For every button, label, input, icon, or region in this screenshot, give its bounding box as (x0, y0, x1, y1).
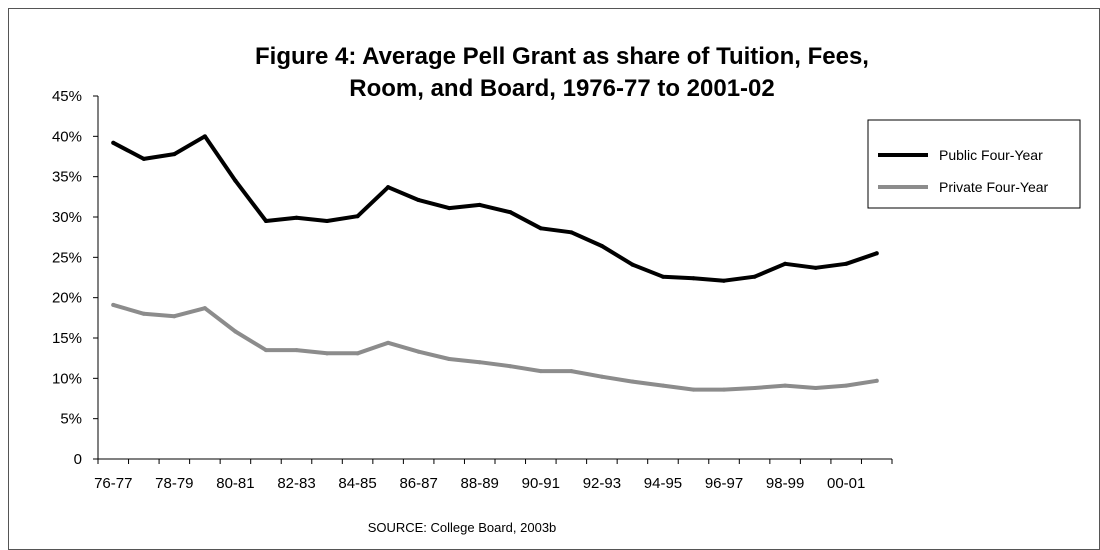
y-tick-label: 20% (52, 290, 82, 307)
data-point-private-four-year (813, 386, 818, 391)
data-point-public-four-year (202, 134, 207, 139)
x-tick-label: 96-97 (705, 475, 743, 492)
data-point-private-four-year (752, 386, 757, 391)
x-tick-label: 92-93 (583, 475, 621, 492)
data-point-public-four-year (386, 185, 391, 190)
data-point-public-four-year (416, 198, 421, 203)
data-point-private-four-year (691, 387, 696, 392)
y-tick-label: 35% (52, 169, 82, 186)
data-point-private-four-year (660, 383, 665, 388)
y-axis: 0 5% 10% 15% 20% 25% 30% 35% 40% 45% (52, 88, 99, 468)
data-point-public-four-year (508, 210, 513, 215)
data-point-private-four-year (538, 369, 543, 374)
data-point-public-four-year (813, 265, 818, 270)
data-point-public-four-year (874, 251, 879, 256)
data-point-public-four-year (263, 219, 268, 224)
data-point-public-four-year (325, 219, 330, 224)
data-point-public-four-year (447, 206, 452, 211)
data-point-public-four-year (477, 202, 482, 207)
y-tick-label: 30% (52, 209, 82, 226)
chart-title-line-2: Room, and Board, 1976-77 to 2001-02 (349, 75, 774, 102)
data-point-private-four-year (202, 306, 207, 311)
y-tick-label: 45% (52, 88, 82, 105)
data-point-public-four-year (722, 278, 727, 283)
data-point-private-four-year (233, 329, 238, 334)
data-point-private-four-year (722, 387, 727, 392)
y-tick-label: 15% (52, 330, 82, 347)
data-point-private-four-year (111, 302, 116, 307)
data-point-private-four-year (386, 340, 391, 345)
data-point-private-four-year (599, 374, 604, 379)
data-point-public-four-year (630, 262, 635, 267)
series-lines (111, 134, 879, 392)
x-tick-label: 00-01 (827, 475, 865, 492)
series-line-private-four-year (111, 302, 879, 392)
data-point-private-four-year (141, 311, 146, 316)
data-point-private-four-year (477, 360, 482, 365)
series-line-public-four-year (111, 134, 879, 283)
data-point-private-four-year (263, 348, 268, 353)
data-point-private-four-year (783, 383, 788, 388)
x-axis: 76-77 78-79 80-81 82-83 84-85 86-87 88-89 90-91… (94, 458, 893, 492)
data-point-private-four-year (416, 349, 421, 354)
data-point-private-four-year (508, 364, 513, 369)
data-point-public-four-year (111, 140, 116, 145)
x-tick-label: 84-85 (338, 475, 376, 492)
x-tick-label: 86-87 (399, 475, 437, 492)
data-point-private-four-year (172, 314, 177, 319)
legend-label-private-four-year: Private Four-Year (939, 179, 1049, 195)
data-point-public-four-year (691, 276, 696, 281)
x-tick-label: 88-89 (461, 475, 499, 492)
source-note: SOURCE: College Board, 2003b (368, 520, 557, 535)
y-tick-label: 25% (52, 249, 82, 266)
data-point-public-four-year (233, 178, 238, 183)
x-tick-label: 90-91 (522, 475, 560, 492)
data-point-private-four-year (355, 351, 360, 356)
y-tick-label: 5% (60, 411, 82, 428)
data-point-public-four-year (844, 261, 849, 266)
data-point-public-four-year (599, 244, 604, 249)
x-tick-label: 94-95 (644, 475, 682, 492)
legend-box (867, 119, 1081, 209)
data-point-public-four-year (141, 156, 146, 161)
data-point-private-four-year (874, 378, 879, 383)
data-point-private-four-year (569, 369, 574, 374)
legend-label-public-four-year: Public Four-Year (939, 147, 1043, 163)
x-tick-label: 82-83 (277, 475, 315, 492)
data-point-public-four-year (294, 215, 299, 220)
data-point-public-four-year (355, 214, 360, 219)
data-point-private-four-year (447, 356, 452, 361)
x-tick-label: 98-99 (766, 475, 804, 492)
x-tick-label: 80-81 (216, 475, 254, 492)
x-tick-label: 78-79 (155, 475, 193, 492)
y-tick-label: 10% (52, 370, 82, 387)
data-point-public-four-year (752, 274, 757, 279)
data-point-public-four-year (660, 274, 665, 279)
y-tick-label: 0 (74, 451, 82, 468)
data-point-private-four-year (630, 379, 635, 384)
data-point-private-four-year (325, 351, 330, 356)
data-point-private-four-year (844, 383, 849, 388)
data-point-public-four-year (783, 261, 788, 266)
data-point-public-four-year (538, 226, 543, 231)
y-tick-label: 40% (52, 128, 82, 145)
x-tick-label: 76-77 (94, 475, 132, 492)
legend: Public Four-Year Private Four-Year (867, 119, 1081, 209)
chart-title-line-1: Figure 4: Average Pell Grant as share of… (255, 43, 869, 70)
data-point-public-four-year (172, 152, 177, 157)
data-point-private-four-year (294, 348, 299, 353)
data-point-public-four-year (569, 230, 574, 235)
